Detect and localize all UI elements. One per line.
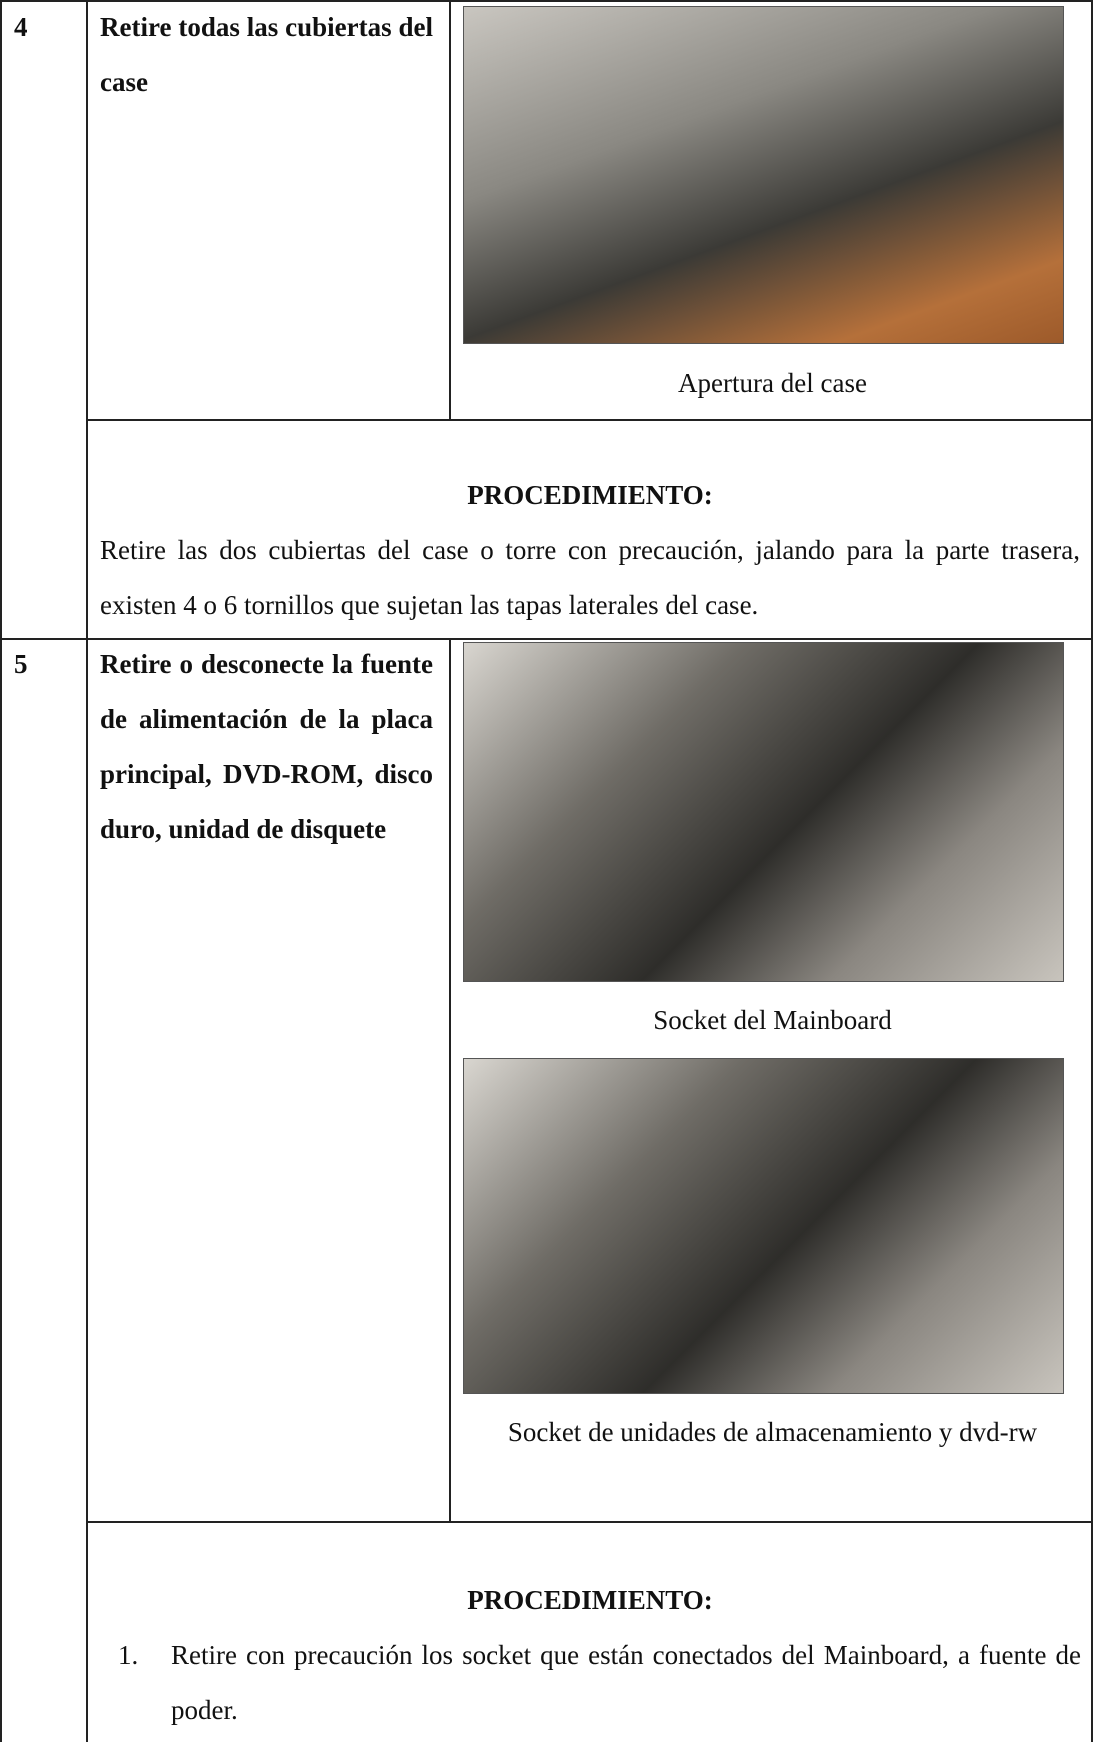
border [87,419,1093,421]
border [0,0,2,1742]
photo [463,6,1064,344]
border [449,639,451,1522]
border [1091,0,1093,1742]
photo-caption: Socket del Mainboard [653,1005,892,1035]
step-instruction: Retire o desconecte la fuente de aliment… [100,649,433,844]
list-item: Retire con precaución los socket que est… [171,1640,1081,1725]
procedure-heading: PROCEDIMIENTO: [467,1585,713,1615]
step-number: 5 [14,649,28,679]
photo [463,1058,1064,1394]
border [87,1521,1093,1523]
border [0,0,1093,2]
border [0,638,1093,640]
border [449,0,451,420]
border [86,0,88,1742]
list-marker: 1. [118,1640,139,1670]
procedure-heading: PROCEDIMIENTO: [467,480,713,510]
photo [463,642,1064,982]
photo-caption: Apertura del case [678,368,867,398]
procedure-text: Retire las dos cubiertas del case o torr… [100,535,1080,620]
step-number: 4 [14,12,28,42]
photo-caption: Socket de unidades de almacenamiento y d… [507,1417,1038,1447]
step-instruction: Retire todas las cubiertas del case [100,12,433,97]
